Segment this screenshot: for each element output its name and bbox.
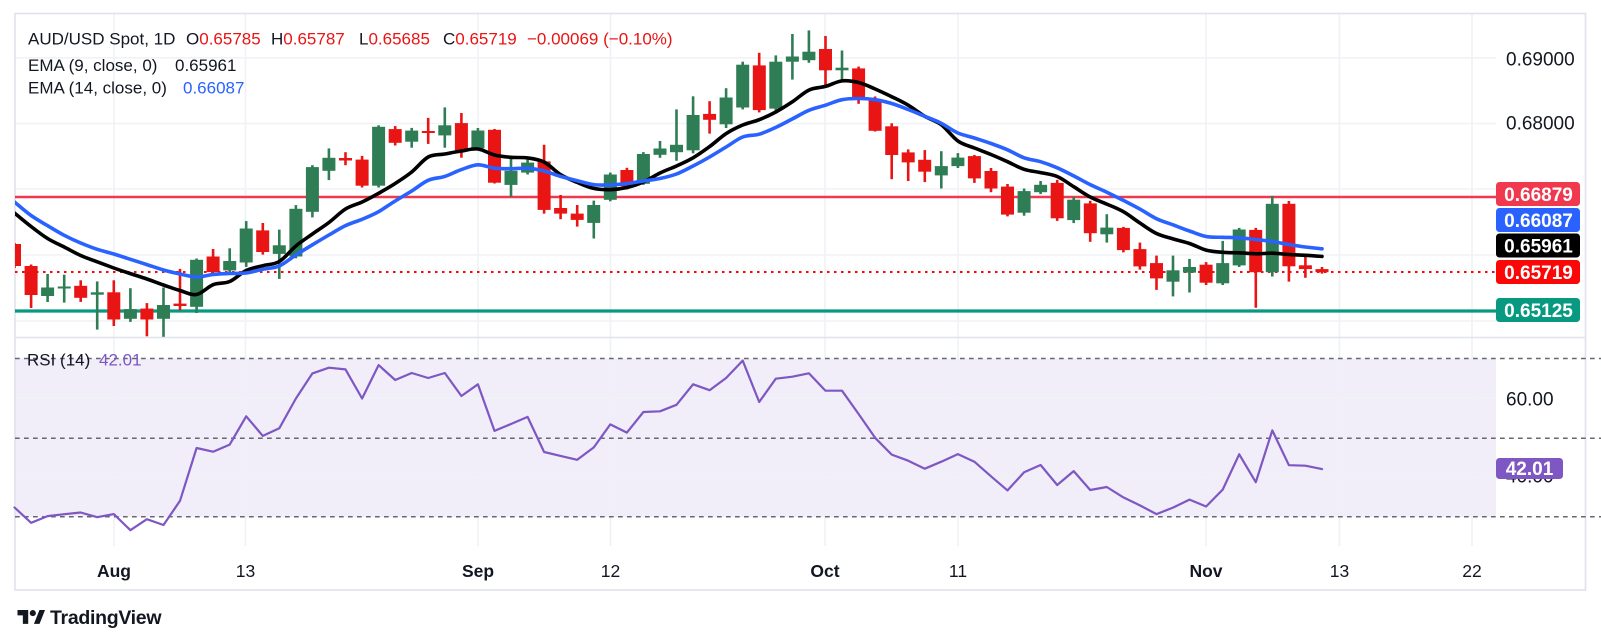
svg-text:11: 11 — [949, 561, 967, 581]
svg-text:42.01: 42.01 — [1506, 459, 1554, 480]
svg-text:RSI (14): RSI (14) — [27, 351, 90, 370]
svg-text:AUD/USD Spot, 1D: AUD/USD Spot, 1D — [28, 30, 175, 49]
svg-text:0.65125: 0.65125 — [1504, 301, 1573, 322]
svg-text:Aug: Aug — [97, 561, 131, 581]
svg-text:H0.65787: H0.65787 — [271, 30, 345, 49]
svg-text:12: 12 — [601, 561, 620, 581]
svg-text:13: 13 — [236, 561, 255, 581]
svg-text:22: 22 — [1462, 561, 1481, 581]
svg-text:0.65961: 0.65961 — [175, 56, 236, 75]
svg-text:C0.65719: C0.65719 — [443, 30, 517, 49]
svg-text:0.69000: 0.69000 — [1506, 50, 1575, 71]
svg-text:0.65961: 0.65961 — [1504, 237, 1573, 258]
svg-text:Sep: Sep — [462, 561, 494, 581]
svg-text:0.66087: 0.66087 — [183, 79, 244, 98]
svg-text:O0.65785: O0.65785 — [186, 30, 261, 49]
svg-text:Nov: Nov — [1189, 561, 1222, 581]
svg-text:42.01: 42.01 — [99, 351, 142, 370]
svg-text:0.66087: 0.66087 — [1504, 211, 1573, 232]
svg-text:0.68000: 0.68000 — [1506, 114, 1575, 135]
svg-text:60.00: 60.00 — [1506, 390, 1554, 411]
svg-text:EMA (9, close, 0): EMA (9, close, 0) — [28, 56, 157, 75]
svg-text:TradingView: TradingView — [50, 607, 162, 629]
svg-text:L0.65685: L0.65685 — [359, 30, 430, 49]
svg-text:13: 13 — [1330, 561, 1349, 581]
svg-text:−0.00069 (−0.10%): −0.00069 (−0.10%) — [527, 30, 673, 49]
svg-text:EMA (14, close, 0): EMA (14, close, 0) — [28, 79, 167, 98]
svg-text:Oct: Oct — [810, 561, 839, 581]
svg-text:0.66879: 0.66879 — [1504, 185, 1573, 206]
svg-text:0.65719: 0.65719 — [1504, 263, 1573, 284]
